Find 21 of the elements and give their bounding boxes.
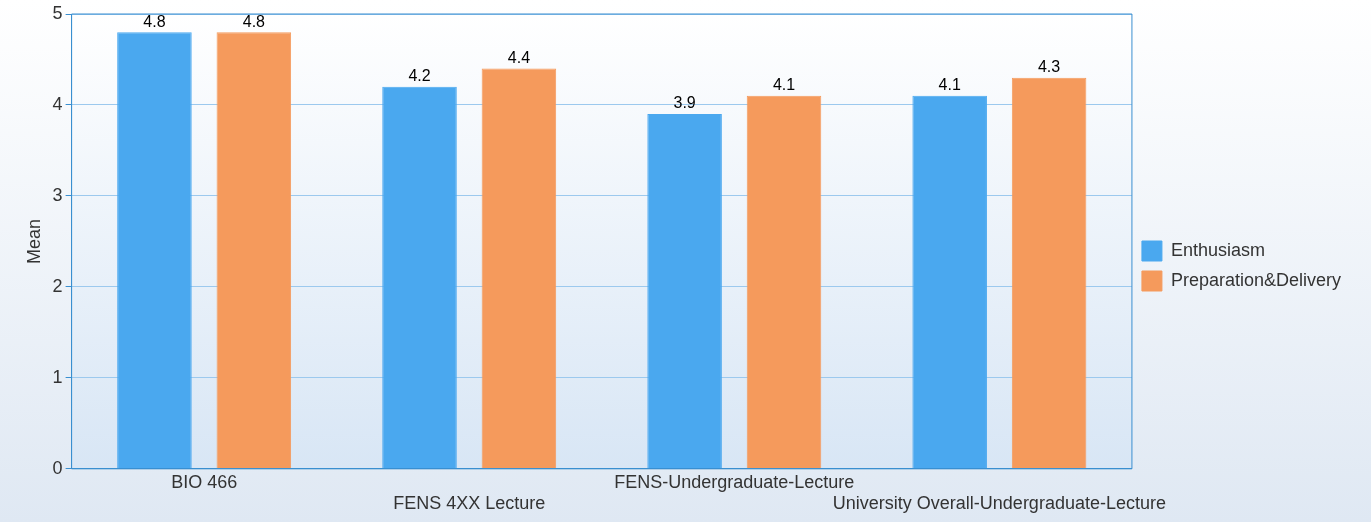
x-tick-label: FENS 4XX Lecture — [393, 493, 546, 514]
y-tick-label: 3 — [52, 184, 63, 205]
legend-label: Enthusiasm — [1170, 239, 1265, 260]
data-label: 4.4 — [507, 48, 531, 66]
data-label: 4.1 — [772, 76, 796, 94]
x-tick-label: FENS-Undergraduate-Lecture — [614, 471, 855, 492]
data-label: 4.8 — [143, 12, 166, 30]
data-label: 3.9 — [673, 94, 696, 112]
data-label: 4.3 — [1037, 58, 1061, 76]
y-tick-label: 2 — [52, 275, 63, 296]
y-tick-label: 0 — [52, 457, 63, 478]
data-label: 4.1 — [938, 76, 961, 94]
data-label: 4.8 — [242, 12, 266, 30]
y-tick-label: 4 — [52, 93, 63, 114]
y-tick-label: 5 — [52, 2, 63, 23]
y-tick-label: 1 — [52, 366, 63, 387]
data-label: 4.2 — [408, 67, 431, 85]
y-axis-title: Mean — [23, 218, 44, 264]
legend-label: Preparation&Delivery — [1170, 269, 1341, 290]
x-tick-label: BIO 466 — [171, 471, 238, 492]
x-tick-label: University Overall-Undergraduate-Lecture — [832, 493, 1166, 514]
